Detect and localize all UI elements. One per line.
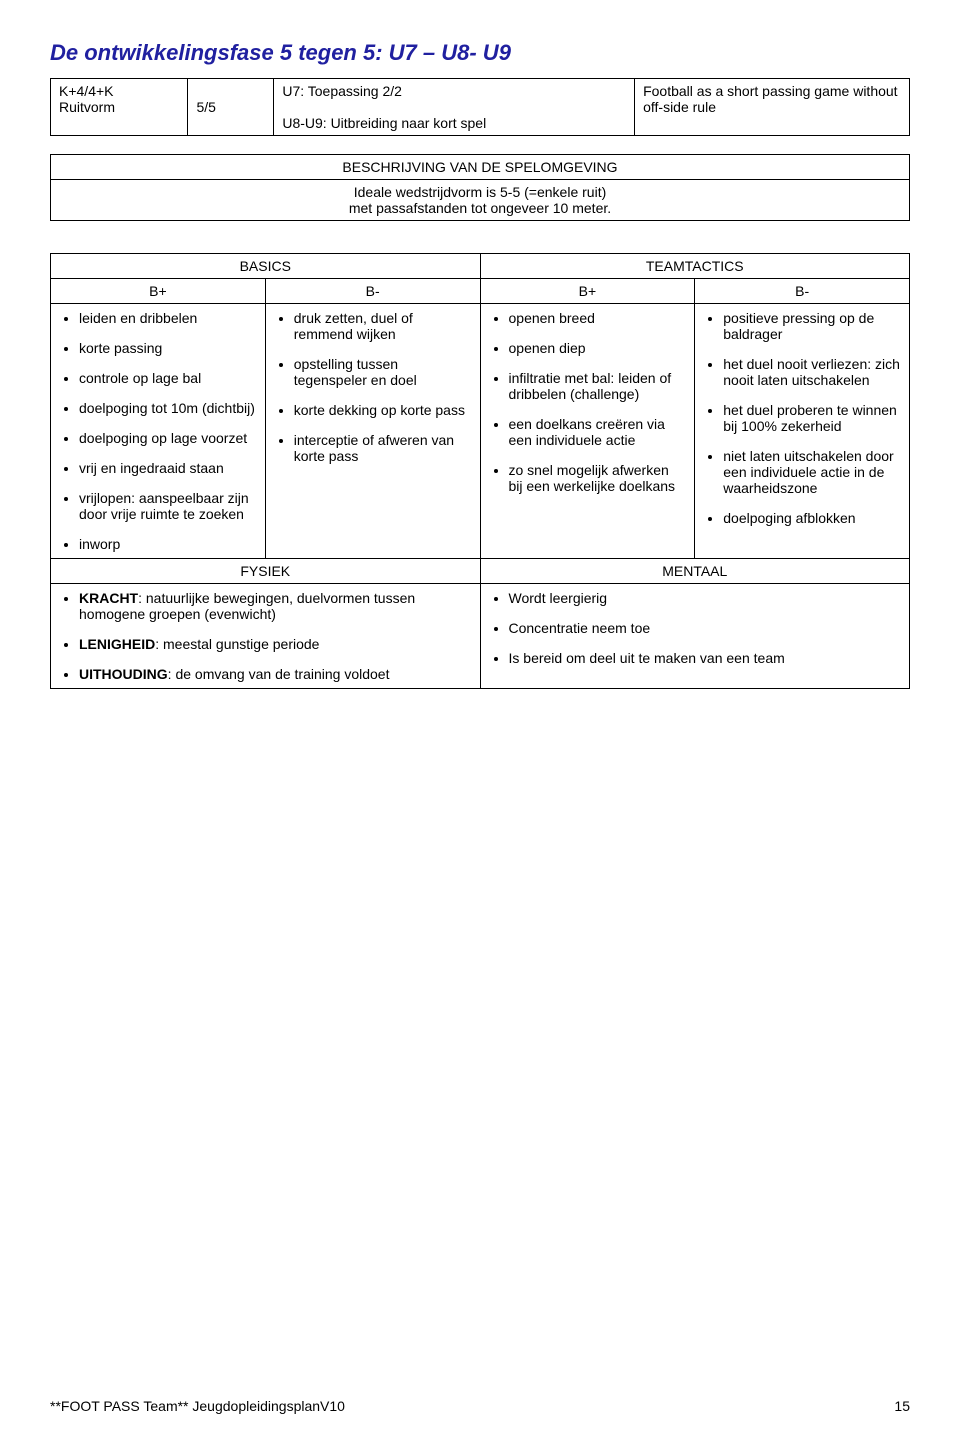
list-item: leiden en dribbelen xyxy=(79,310,257,326)
list-item: het duel nooit verliezen: zich nooit lat… xyxy=(723,356,901,388)
mentaal-list: Wordt leergierig Concentratie neem toe I… xyxy=(489,590,902,666)
list-item: UITHOUDING: de omvang van de training vo… xyxy=(79,666,472,682)
list-item: doelpoging tot 10m (dichtbij) xyxy=(79,400,257,416)
list-item: LENIGHEID: meestal gunstige periode xyxy=(79,636,472,652)
list-item: korte passing xyxy=(79,340,257,356)
beschrijving-table: BESCHRIJVING VAN DE SPELOMGEVING Ideale … xyxy=(50,154,910,221)
list-item: Is bereid om deel uit te maken van een t… xyxy=(509,650,902,666)
uithouding-text: : de omvang van de training voldoet xyxy=(168,666,390,682)
lenigheid-label: LENIGHEID xyxy=(79,636,155,652)
list-item: controle op lage bal xyxy=(79,370,257,386)
lenigheid-text: : meestal gunstige periode xyxy=(155,636,319,652)
team-bminus-list: positieve pressing op de baldrager het d… xyxy=(703,310,901,526)
intro-table: K+4/4+K Ruitvorm 5/5 U7: Toepassing 2/2 … xyxy=(50,78,910,136)
intro-col4: Football as a short passing game without… xyxy=(635,79,910,136)
list-item: Concentratie neem toe xyxy=(509,620,902,636)
teamtactics-header: TEAMTACTICS xyxy=(480,254,910,279)
list-item: niet laten uitschakelen door een individ… xyxy=(723,448,901,496)
basics-teamtactics-table: BASICS TEAMTACTICS B+ B- B+ B- leiden en… xyxy=(50,253,910,689)
uithouding-label: UITHOUDING xyxy=(79,666,168,682)
list-item: een doelkans creëren via een individuele… xyxy=(509,416,687,448)
list-item: doelpoging op lage voorzet xyxy=(79,430,257,446)
list-item: zo snel mogelijk afwerken bij een werkel… xyxy=(509,462,687,494)
beschrijving-line2: met passafstanden tot ongeveer 10 meter. xyxy=(349,200,611,216)
intro-col2: 5/5 xyxy=(188,79,274,136)
basics-bminus-list: druk zetten, duel of remmend wijken opst… xyxy=(274,310,472,464)
list-item: Wordt leergierig xyxy=(509,590,902,606)
list-item: korte dekking op korte pass xyxy=(294,402,472,418)
list-item: inworp xyxy=(79,536,257,552)
team-bplus-list: openen breed openen diep infiltratie met… xyxy=(489,310,687,494)
fysiek-header: FYSIEK xyxy=(51,559,481,584)
list-item: KRACHT: natuurlijke bewegingen, duelvorm… xyxy=(79,590,472,622)
footer-left: **FOOT PASS Team** JeugdopleidingsplanV1… xyxy=(50,1398,345,1414)
beschrijving-header: BESCHRIJVING VAN DE SPELOMGEVING xyxy=(51,155,910,180)
list-item: openen diep xyxy=(509,340,687,356)
list-item: openen breed xyxy=(509,310,687,326)
basics-header: BASICS xyxy=(51,254,481,279)
list-item: interceptie of afweren van korte pass xyxy=(294,432,472,464)
list-item: infiltratie met bal: leiden of dribbelen… xyxy=(509,370,687,402)
page-footer: **FOOT PASS Team** JeugdopleidingsplanV1… xyxy=(50,1398,910,1414)
team-bminus-header: B- xyxy=(695,279,910,304)
list-item: vrijlopen: aanspeelbaar zijn door vrije … xyxy=(79,490,257,522)
fysiek-list: KRACHT: natuurlijke bewegingen, duelvorm… xyxy=(59,590,472,682)
basics-bplus-header: B+ xyxy=(51,279,266,304)
kracht-label: KRACHT xyxy=(79,590,138,606)
list-item: doelpoging afblokken xyxy=(723,510,901,526)
footer-right: 15 xyxy=(894,1398,910,1414)
list-item: positieve pressing op de baldrager xyxy=(723,310,901,342)
list-item: het duel proberen te winnen bij 100% zek… xyxy=(723,402,901,434)
list-item: druk zetten, duel of remmend wijken xyxy=(294,310,472,342)
basics-bplus-list: leiden en dribbelen korte passing contro… xyxy=(59,310,257,552)
list-item: opstelling tussen tegenspeler en doel xyxy=(294,356,472,388)
mentaal-header: MENTAAL xyxy=(480,559,910,584)
intro-col1-l2: Ruitvorm xyxy=(59,99,115,115)
beschrijving-line1: Ideale wedstrijdvorm is 5-5 (=enkele rui… xyxy=(354,184,607,200)
page-title: De ontwikkelingsfase 5 tegen 5: U7 – U8-… xyxy=(50,40,910,66)
basics-bminus-header: B- xyxy=(265,279,480,304)
intro-col3-l2: U8-U9: Uitbreiding naar kort spel xyxy=(282,115,486,131)
list-item: vrij en ingedraaid staan xyxy=(79,460,257,476)
intro-col3-l1: U7: Toepassing 2/2 xyxy=(282,83,402,99)
intro-col1-l1: K+4/4+K xyxy=(59,83,114,99)
team-bplus-header: B+ xyxy=(480,279,695,304)
